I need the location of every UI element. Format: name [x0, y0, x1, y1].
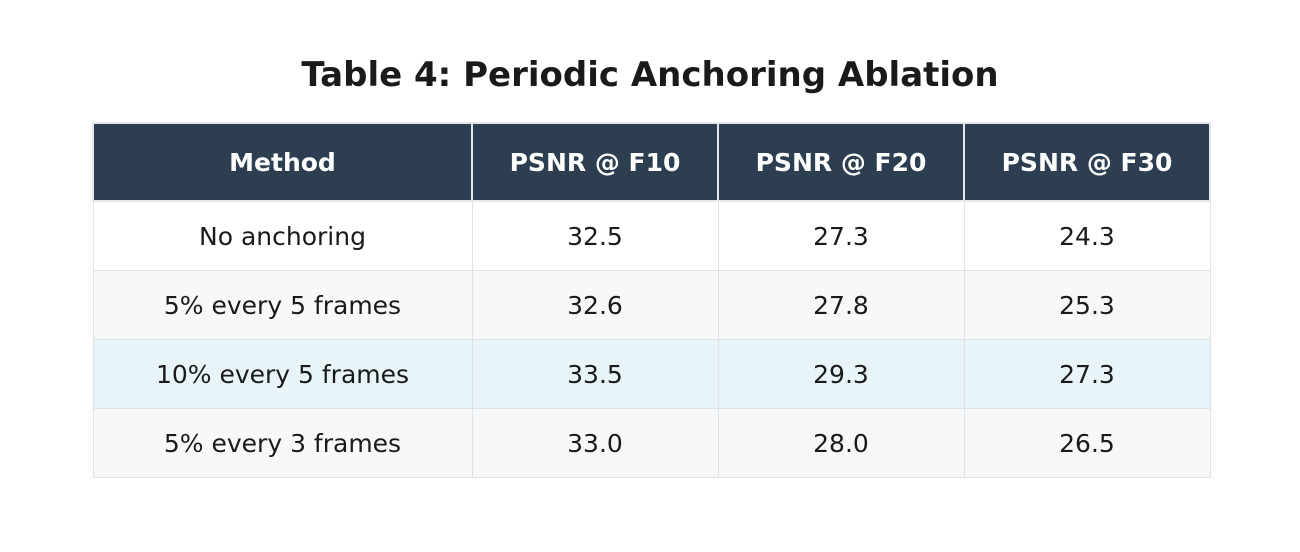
- table-row: 5% every 5 frames 32.6 27.8 25.3: [92, 270, 1211, 340]
- table-row: No anchoring 32.5 27.3 24.3: [92, 200, 1211, 271]
- cell-psnr-f30: 27.3: [963, 339, 1211, 409]
- cell-psnr-f10: 33.0: [471, 408, 719, 478]
- cell-psnr-f30: 24.3: [963, 200, 1211, 271]
- header-psnr-f20: PSNR @ F20: [717, 122, 965, 202]
- cell-psnr-f20: 28.0: [717, 408, 965, 478]
- cell-psnr-f20: 29.3: [717, 339, 965, 409]
- cell-method: 10% every 5 frames: [92, 339, 473, 409]
- cell-method: 5% every 5 frames: [92, 270, 473, 340]
- results-table: Method PSNR @ F10 PSNR @ F20 PSNR @ F30 …: [92, 122, 1211, 478]
- header-psnr-f10: PSNR @ F10: [471, 122, 719, 202]
- table-row: 5% every 3 frames 33.0 28.0 26.5: [92, 408, 1211, 478]
- cell-psnr-f30: 25.3: [963, 270, 1211, 340]
- cell-psnr-f20: 27.3: [717, 200, 965, 271]
- table-title: Table 4: Periodic Anchoring Ablation: [301, 55, 999, 95]
- header-row: Method PSNR @ F10 PSNR @ F20 PSNR @ F30: [92, 122, 1211, 202]
- cell-psnr-f10: 32.5: [471, 200, 719, 271]
- cell-psnr-f30: 26.5: [963, 408, 1211, 478]
- table-row-highlighted: 10% every 5 frames 33.5 29.3 27.3: [92, 339, 1211, 409]
- header-psnr-f30: PSNR @ F30: [963, 122, 1211, 202]
- cell-psnr-f10: 33.5: [471, 339, 719, 409]
- cell-method: 5% every 3 frames: [92, 408, 473, 478]
- header-method: Method: [92, 122, 473, 202]
- cell-psnr-f20: 27.8: [717, 270, 965, 340]
- cell-method: No anchoring: [92, 200, 473, 271]
- cell-psnr-f10: 32.6: [471, 270, 719, 340]
